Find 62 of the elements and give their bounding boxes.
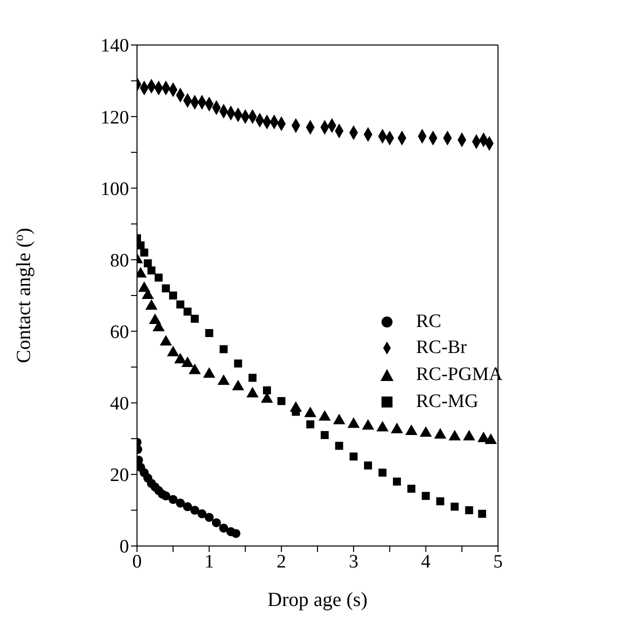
point bbox=[183, 502, 192, 512]
point bbox=[162, 284, 170, 292]
point bbox=[378, 468, 386, 477]
point bbox=[147, 266, 156, 274]
point bbox=[392, 478, 401, 486]
x-tick-label: 4 bbox=[421, 551, 432, 572]
point bbox=[306, 420, 314, 428]
point bbox=[190, 314, 199, 323]
y-tick-label: 40 bbox=[110, 394, 129, 415]
point bbox=[184, 308, 192, 316]
point bbox=[176, 498, 185, 508]
point bbox=[169, 292, 178, 300]
y-tick-label: 20 bbox=[110, 465, 129, 486]
y-tick-label: 120 bbox=[100, 107, 129, 128]
point bbox=[190, 506, 200, 515]
x-tick-label: 3 bbox=[348, 551, 358, 572]
x-axis-title: Drop age (s) bbox=[268, 589, 368, 611]
point bbox=[205, 329, 214, 338]
point bbox=[154, 274, 163, 282]
point bbox=[320, 431, 329, 440]
x-tick-label: 1 bbox=[204, 551, 214, 572]
point bbox=[422, 492, 430, 500]
x-tick-label: 2 bbox=[276, 551, 286, 572]
point bbox=[144, 259, 152, 268]
point bbox=[161, 491, 170, 500]
point bbox=[234, 359, 242, 368]
y-tick-label: 100 bbox=[100, 178, 129, 200]
point bbox=[292, 408, 300, 416]
legend-label: RC-MG bbox=[416, 390, 478, 412]
legend-label: RC bbox=[416, 310, 442, 332]
point bbox=[364, 461, 372, 470]
point bbox=[137, 241, 145, 250]
point bbox=[168, 494, 178, 504]
point bbox=[478, 510, 486, 518]
point bbox=[262, 386, 271, 394]
point bbox=[220, 345, 228, 354]
y-tick-label: 140 bbox=[100, 36, 129, 57]
point bbox=[219, 524, 228, 533]
point bbox=[197, 509, 206, 518]
point bbox=[212, 518, 221, 528]
x-tick-label: 5 bbox=[493, 551, 503, 572]
point bbox=[465, 506, 474, 514]
y-tick-label: 80 bbox=[110, 250, 129, 272]
legend-label: RC-Br bbox=[416, 337, 467, 358]
y-tick-label: 0 bbox=[120, 536, 129, 558]
point bbox=[277, 397, 286, 406]
point bbox=[176, 300, 184, 308]
y-tick-label: 60 bbox=[110, 322, 129, 344]
point bbox=[434, 428, 446, 439]
point bbox=[407, 484, 416, 493]
x-tick-label: 0 bbox=[132, 551, 142, 572]
point bbox=[350, 452, 358, 461]
point bbox=[436, 497, 444, 506]
point bbox=[204, 512, 214, 522]
point bbox=[231, 528, 240, 538]
point bbox=[248, 374, 257, 382]
point bbox=[362, 419, 374, 430]
point bbox=[140, 248, 148, 257]
point bbox=[450, 502, 459, 511]
point bbox=[335, 442, 344, 450]
point bbox=[160, 335, 172, 346]
point bbox=[304, 406, 316, 418]
